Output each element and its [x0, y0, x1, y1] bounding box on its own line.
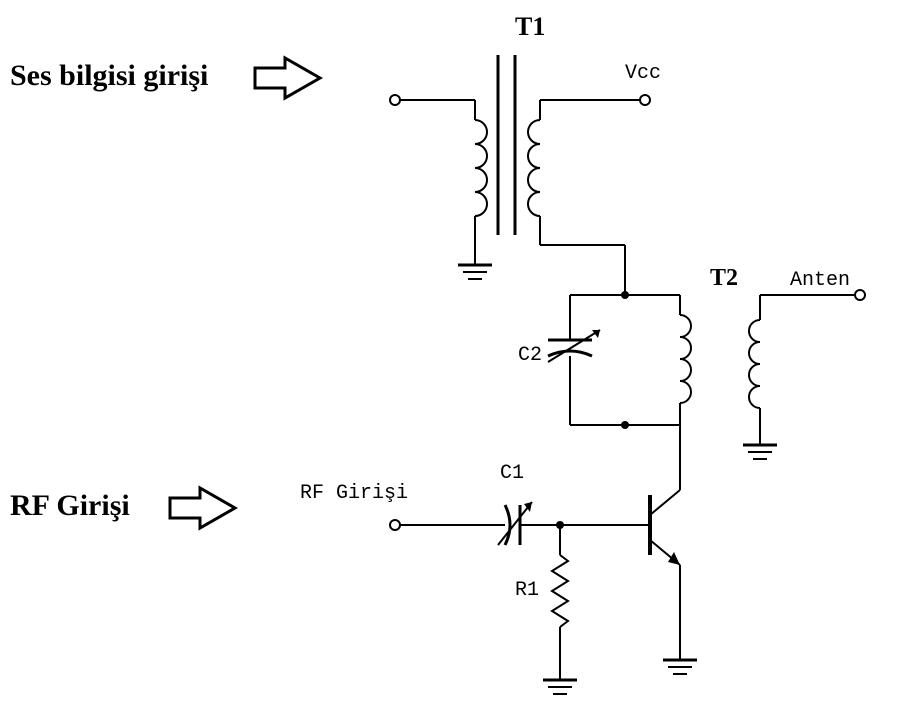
npn-transistor [560, 490, 697, 674]
tank-bottom-node [621, 421, 629, 429]
c1-label: C1 [500, 462, 524, 485]
rf-girisi-terminal-label: RF Girişi [300, 482, 408, 505]
t2-primary-inductor [680, 295, 691, 425]
vcc-label: Vcc [625, 62, 661, 85]
rf-input-label-left: RF Girişi [10, 489, 130, 522]
t1-secondary [528, 95, 650, 295]
audio-input-label: Ses bilgisi girişi [10, 59, 208, 92]
c1-capacitor [390, 502, 564, 545]
circuit-diagram: Ses bilgisi girişi RF Girişi T1 [0, 0, 899, 714]
t1-label: T1 [515, 12, 545, 41]
c2-label: C2 [518, 344, 542, 367]
r1-label: R1 [515, 579, 539, 602]
rf-input-arrow [170, 488, 235, 528]
t2-secondary [743, 290, 865, 459]
c2-capacitor [548, 295, 600, 425]
anten-label: Anten [790, 269, 850, 292]
t1-primary [390, 95, 492, 279]
t2-label: T2 [710, 265, 738, 291]
r1-resistor [543, 525, 577, 694]
audio-input-arrow [255, 58, 320, 98]
